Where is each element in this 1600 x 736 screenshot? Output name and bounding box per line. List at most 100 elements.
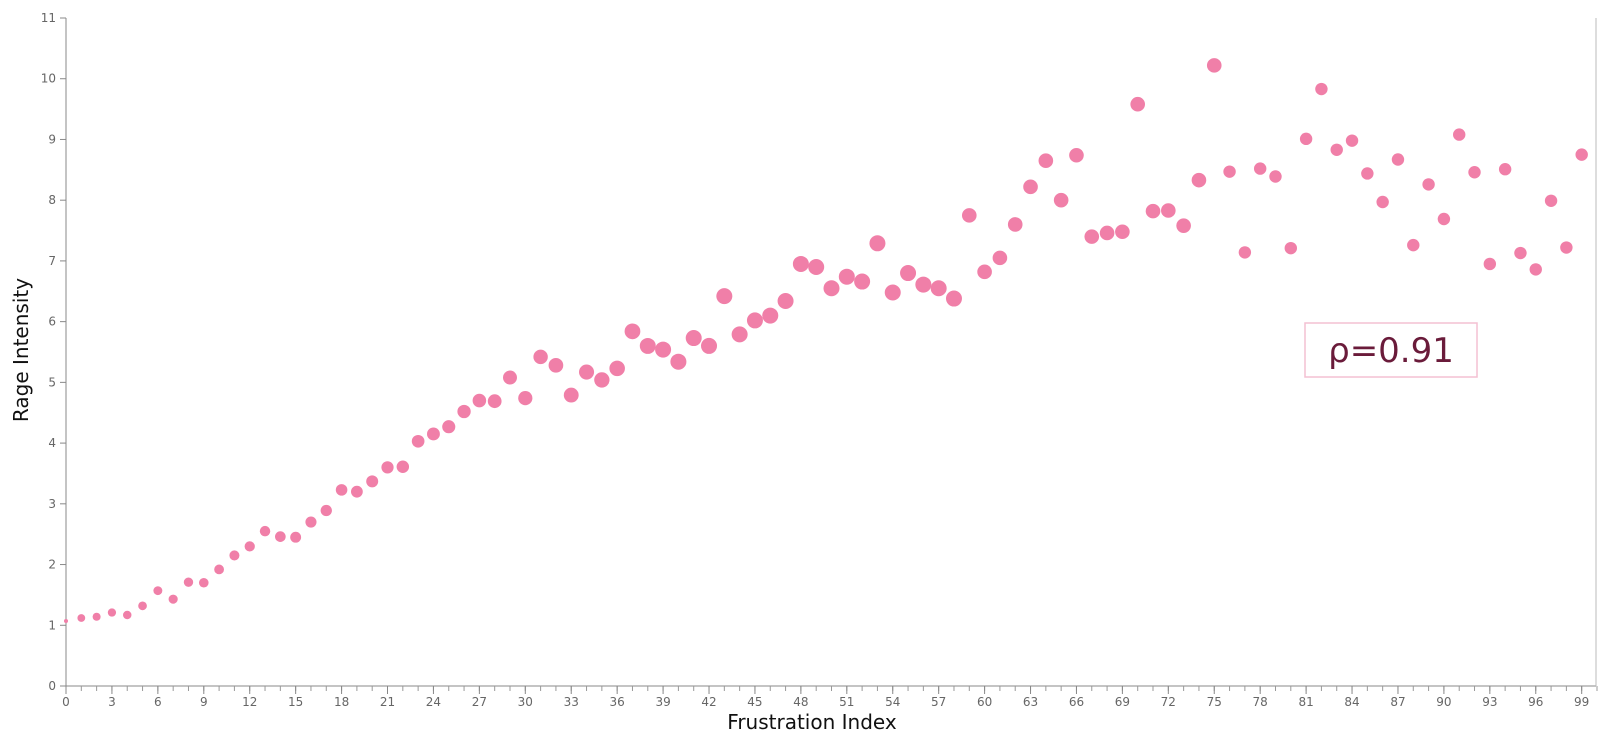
data-point [77, 614, 86, 622]
x-tick-label: 24 [426, 695, 441, 709]
data-point [945, 290, 962, 307]
y-ticks: 0 1 2 3 4 5 6 7 8 9 10 11 [41, 11, 66, 693]
data-point [153, 586, 163, 596]
data-point [1176, 218, 1191, 233]
data-point [854, 273, 871, 290]
data-point [992, 250, 1008, 266]
data-point [1023, 179, 1038, 195]
data-point [1130, 96, 1145, 112]
data-point [792, 255, 809, 272]
data-point [1069, 147, 1084, 163]
data-point [1223, 165, 1236, 178]
x-tick-label: 78 [1253, 695, 1268, 709]
data-point [1161, 203, 1176, 218]
data-point [869, 235, 886, 252]
data-point [366, 475, 379, 488]
x-tick-label: 45 [747, 695, 762, 709]
data-point [305, 516, 317, 528]
data-point [123, 610, 132, 620]
data-point [487, 394, 502, 409]
y-tick-label: 3 [48, 497, 56, 511]
correlation-label: ρ=0.91 [1328, 331, 1454, 371]
x-tick-label: 12 [242, 695, 257, 709]
x-tick-label: 69 [1115, 695, 1130, 709]
data-point [1345, 134, 1359, 147]
data-point [472, 393, 487, 408]
data-point [290, 531, 302, 543]
x-tick-label: 87 [1390, 695, 1405, 709]
data-points [64, 58, 1588, 624]
data-point [1145, 203, 1161, 219]
data-point [1315, 82, 1328, 96]
data-point [594, 372, 610, 388]
data-point [1391, 153, 1405, 166]
x-tick-label: 90 [1436, 695, 1451, 709]
data-point [1468, 166, 1481, 179]
data-point [1407, 238, 1420, 252]
x-tick-label: 48 [793, 695, 808, 709]
x-tick-label: 15 [288, 695, 303, 709]
x-tick-label: 54 [885, 695, 900, 709]
x-ticks: 0 3 6 9 12 15 18 21 24 27 30 33 36 39 42 45 48 51 54 57 60 63… [62, 686, 1598, 709]
data-point [1361, 167, 1374, 180]
y-tick-label: 11 [41, 11, 56, 25]
data-point [746, 312, 763, 329]
data-point [701, 337, 718, 354]
data-point [518, 391, 533, 406]
x-tick-label: 30 [518, 695, 533, 709]
data-point [930, 280, 947, 297]
data-point [1498, 163, 1512, 176]
data-point [533, 349, 548, 365]
x-tick-label: 60 [977, 695, 992, 709]
data-point [1269, 170, 1282, 183]
x-tick-label: 3 [108, 695, 116, 709]
data-point [1084, 229, 1100, 244]
data-point [1238, 246, 1252, 259]
x-tick-label: 99 [1574, 695, 1589, 709]
data-point [1038, 153, 1054, 169]
data-point [503, 370, 517, 385]
data-point [609, 360, 625, 377]
y-tick-label: 8 [48, 193, 56, 207]
data-point [1007, 217, 1023, 232]
data-point [1053, 192, 1069, 208]
correlation-annotation: ρ=0.91 [1304, 322, 1478, 378]
data-point [335, 484, 348, 496]
x-tick-label: 21 [380, 695, 395, 709]
x-tick-label: 6 [154, 695, 162, 709]
data-point [351, 485, 363, 498]
y-tick-label: 2 [48, 558, 56, 572]
data-point [1575, 148, 1588, 161]
x-tick-label: 66 [1069, 695, 1084, 709]
data-point [961, 208, 977, 223]
data-point [1544, 194, 1558, 207]
data-point [92, 612, 101, 621]
x-tick-label: 42 [701, 695, 716, 709]
y-axis-title: Rage Intensity [9, 278, 33, 422]
y-tick-label: 1 [48, 618, 56, 632]
data-point [259, 525, 271, 537]
x-tick-label: 63 [1023, 695, 1038, 709]
data-point [731, 326, 748, 343]
x-tick-label: 27 [472, 695, 487, 709]
data-point [915, 276, 932, 293]
data-point [624, 323, 641, 340]
data-point [563, 387, 579, 403]
data-point [381, 461, 394, 474]
x-tick-label: 51 [839, 695, 854, 709]
data-point [320, 504, 332, 517]
data-point [1514, 246, 1527, 260]
data-point [411, 434, 425, 448]
data-point [1284, 241, 1298, 255]
data-point [1453, 128, 1466, 141]
y-tick-label: 0 [48, 679, 56, 693]
data-point [1376, 195, 1389, 209]
x-tick-label: 93 [1482, 695, 1497, 709]
data-point [716, 288, 733, 305]
x-tick-label: 96 [1528, 695, 1543, 709]
data-point [639, 337, 656, 354]
data-point [1191, 172, 1207, 188]
data-point [1115, 224, 1130, 240]
